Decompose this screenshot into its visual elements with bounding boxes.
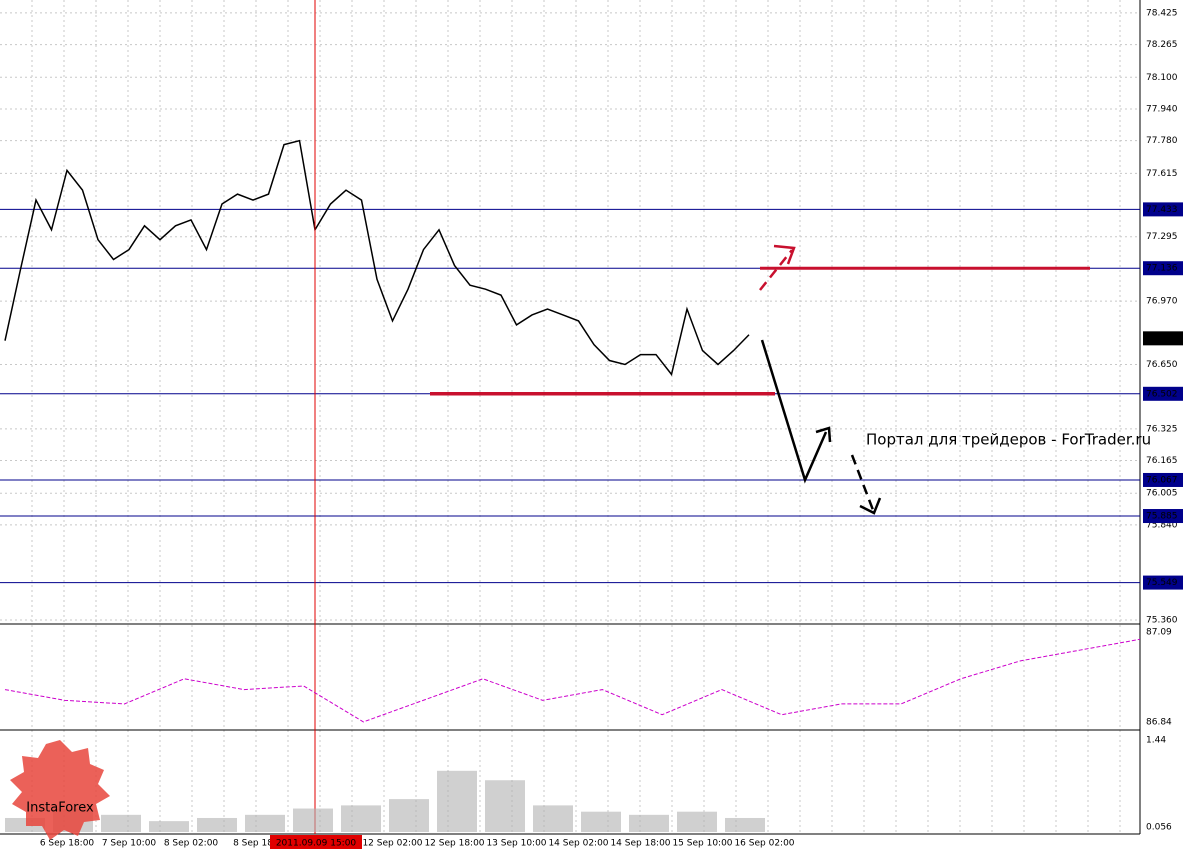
y-tick-label: 77.940 (1146, 104, 1178, 114)
x-tick-label: 16 Sep 02:00 (734, 839, 794, 849)
x-tick-label: 14 Sep 18:00 (610, 839, 670, 849)
y-tick-label: 77.295 (1146, 232, 1178, 242)
x-tick-label: 13 Sep 10:00 (486, 839, 546, 849)
y-tick-label: 87.09 (1146, 628, 1172, 638)
y-tick-label: 77.615 (1146, 169, 1178, 179)
level-label-box (1143, 261, 1183, 276)
histogram-bar (197, 817, 237, 832)
level-label: 75.549 (1146, 578, 1178, 588)
histogram-bar (293, 808, 333, 832)
histogram-bar (245, 814, 285, 832)
level-label: 76.502 (1146, 389, 1178, 399)
last-price-label: 76.782 (1146, 334, 1178, 344)
level-label-box (1143, 472, 1183, 487)
y-tick-label: 1.44 (1146, 735, 1166, 745)
x-tick-label: 7 Sep 10:00 (102, 839, 157, 849)
x-tick-label: 15 Sep 10:00 (672, 839, 732, 849)
last-price-box (1143, 331, 1183, 346)
y-tick-label: 76.650 (1146, 360, 1178, 370)
y-tick-label: 76.970 (1146, 297, 1178, 307)
histogram-bar (149, 821, 189, 832)
y-tick-label: 77.780 (1146, 136, 1178, 146)
level-label: 77.136 (1146, 264, 1178, 274)
y-tick-label: 75.360 (1146, 616, 1178, 626)
logo-text: InstaForex (26, 801, 94, 816)
y-tick-label: 75.840 (1146, 520, 1178, 530)
histogram-bar (485, 780, 525, 832)
x-tick-label: 14 Sep 02:00 (548, 839, 608, 849)
level-label-box (1143, 575, 1183, 590)
watermark: Портал для трейдеров - ForTrader.ru (866, 431, 1151, 449)
y-tick-label: 78.100 (1146, 73, 1178, 83)
y-tick-label: 76.325 (1146, 424, 1178, 434)
level-label-box (1143, 509, 1183, 524)
logo-badge (10, 740, 110, 840)
price-line (4, 139, 750, 377)
x-tick-label: 8 Sep 18 (233, 839, 273, 849)
y-tick-label: 76.165 (1146, 456, 1178, 466)
y-tick-label: 86.84 (1146, 717, 1172, 727)
level-label: 77.433 (1146, 205, 1178, 215)
x-tick-label: 12 Sep 18:00 (424, 839, 484, 849)
breakout-arrow (759, 244, 796, 291)
x-tick-label: 6 Sep 18:00 (40, 839, 95, 849)
x-tick-label: 8 Sep 02:00 (164, 839, 219, 849)
price-line (4, 638, 1141, 723)
x-tick-label: 2011.09.09 15:00 (276, 839, 357, 849)
forecast-arrows (760, 339, 882, 515)
histogram-bar (629, 814, 669, 832)
cursor-label-box (270, 835, 362, 849)
histogram-bar (725, 817, 765, 832)
y-tick-label: 76.005 (1146, 489, 1178, 499)
histogram-bar (101, 814, 141, 832)
histogram-bar (341, 805, 381, 832)
histogram-bar (581, 811, 621, 832)
level-label-box (1143, 386, 1183, 401)
y-tick-label: 78.265 (1146, 40, 1178, 50)
histogram-bar (389, 799, 429, 832)
level-label-box (1143, 202, 1183, 217)
level-label: 76.067 (1146, 475, 1178, 485)
histogram-bar (437, 770, 477, 832)
histogram-bar (533, 805, 573, 832)
y-tick-label: 78.425 (1146, 8, 1178, 18)
y-tick-label: 0.056 (1146, 823, 1172, 833)
level-label: 75.885 (1146, 512, 1178, 522)
x-tick-label: 12 Sep 02:00 (362, 839, 422, 849)
histogram-bar (677, 811, 717, 832)
